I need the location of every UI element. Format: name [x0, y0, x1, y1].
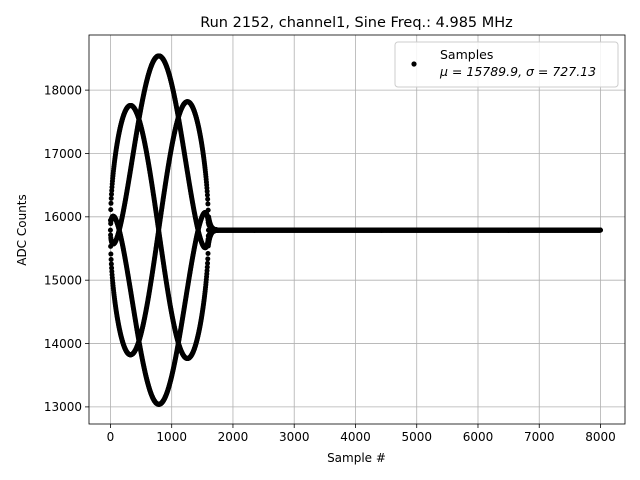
data-point — [205, 196, 211, 202]
data-point — [107, 227, 113, 233]
data-point — [108, 261, 114, 267]
data-point — [204, 188, 210, 194]
data-point — [108, 257, 114, 263]
data-point — [108, 207, 114, 213]
data-points — [107, 53, 603, 407]
data-point — [205, 207, 211, 213]
data-point — [205, 256, 211, 262]
data-point — [108, 251, 114, 257]
data-point — [108, 195, 114, 201]
data-point — [108, 191, 114, 197]
grid — [89, 35, 625, 424]
data-point — [204, 264, 210, 270]
data-point — [108, 200, 114, 206]
data-point — [205, 260, 211, 266]
data-point — [205, 250, 211, 256]
data-point — [204, 192, 210, 198]
data-point — [205, 201, 211, 207]
